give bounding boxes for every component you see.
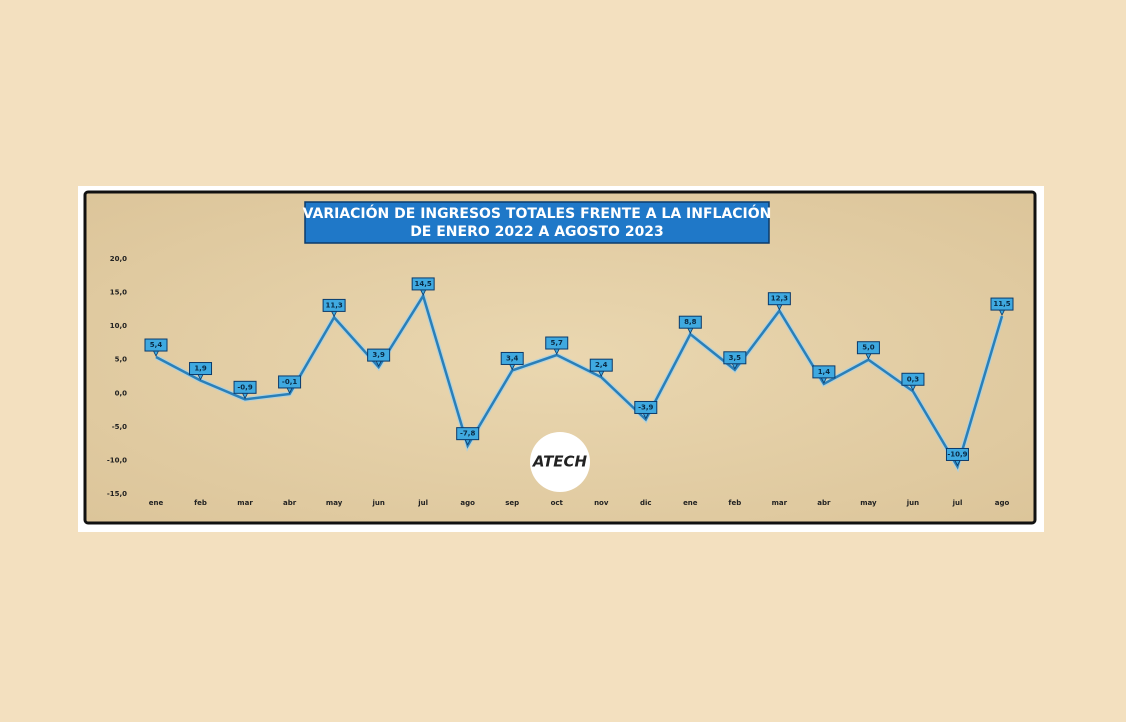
label-box — [990, 297, 1014, 311]
data-label: 5,0 — [862, 344, 875, 352]
x-tick-label: jun — [371, 499, 384, 507]
label-box — [901, 372, 925, 386]
x-tick-label: jun — [906, 499, 919, 507]
y-tick-label: 5,0 — [115, 356, 128, 364]
x-tick-label: ene — [149, 499, 164, 507]
data-label: -0,9 — [237, 383, 252, 391]
x-tick-label: ago — [995, 499, 1010, 507]
x-tick-label: dic — [640, 499, 652, 507]
label-box — [144, 338, 168, 352]
x-tick-label: oct — [551, 499, 564, 507]
label-box — [233, 380, 257, 394]
label-box — [411, 277, 435, 291]
chart-title: DE ENERO 2022 A AGOSTO 2023 — [410, 224, 664, 240]
x-tick-label: jul — [417, 499, 428, 507]
x-tick-label: ene — [683, 499, 698, 507]
data-label: 1,4 — [818, 368, 831, 376]
y-tick-label: -5,0 — [112, 423, 127, 431]
data-label: 5,4 — [150, 341, 163, 349]
plot: -15,0 -10,0 -5,0 0,0 5,0 10,0 15,0 20,0 ene feb ma… — [107, 255, 1014, 507]
data-label: 14,5 — [415, 280, 432, 288]
data-label: -3,9 — [638, 403, 653, 411]
x-tick-label: may — [326, 499, 343, 507]
label-box — [856, 341, 880, 355]
label-box — [589, 358, 613, 372]
x-tick-label: jul — [952, 499, 963, 507]
label-box — [945, 447, 969, 461]
x-tick-label: may — [860, 499, 877, 507]
data-label: 3,4 — [506, 354, 519, 362]
label-box — [634, 400, 658, 414]
data-label: -10,9 — [947, 450, 967, 458]
data-label: 0,3 — [907, 375, 920, 383]
data-label: 11,5 — [993, 300, 1010, 308]
x-tick-label: nov — [594, 499, 609, 507]
data-label: 8,8 — [684, 318, 697, 326]
chart-title: VARIACIÓN DE INGRESOS TOTALES FRENTE A L… — [303, 204, 772, 222]
title-box — [304, 201, 770, 244]
logo-badge — [530, 432, 590, 492]
x-tick-label: mar — [237, 499, 253, 507]
data-label: 1,9 — [194, 365, 207, 373]
data-label: 2,4 — [595, 361, 608, 369]
data-label: -0,1 — [282, 378, 297, 386]
label-box — [322, 298, 346, 312]
label-box — [367, 348, 391, 362]
x-tick-label: feb — [728, 499, 741, 507]
y-tick-label: -10,0 — [107, 456, 127, 464]
label-box — [812, 365, 836, 379]
label-box — [500, 351, 524, 365]
y-tick-label: 20,0 — [110, 255, 127, 263]
x-tick-label: mar — [772, 499, 788, 507]
label-box — [189, 362, 213, 376]
x-tick-label: abr — [817, 499, 831, 507]
data-label: 3,9 — [372, 351, 385, 359]
label-box — [678, 315, 702, 329]
data-label: 5,7 — [551, 339, 564, 347]
data-label: 11,3 — [325, 301, 342, 309]
label-box — [767, 292, 791, 306]
y-tick-label: 15,0 — [110, 289, 127, 297]
label-box — [723, 351, 747, 365]
x-tick-label: feb — [194, 499, 207, 507]
x-tick-label: abr — [283, 499, 297, 507]
y-tick-label: 0,0 — [115, 389, 128, 397]
label-box — [545, 336, 569, 350]
data-label: 3,5 — [729, 354, 742, 362]
logo: ATECH — [532, 453, 588, 471]
label-box — [456, 427, 480, 441]
data-label: -7,8 — [460, 430, 475, 438]
label-box — [278, 375, 302, 389]
y-tick-label: -15,0 — [107, 490, 127, 498]
data-label: 12,3 — [771, 295, 788, 303]
x-tick-label: ago — [460, 499, 475, 507]
x-tick-label: sep — [505, 499, 519, 507]
y-tick-label: 10,0 — [110, 322, 127, 330]
